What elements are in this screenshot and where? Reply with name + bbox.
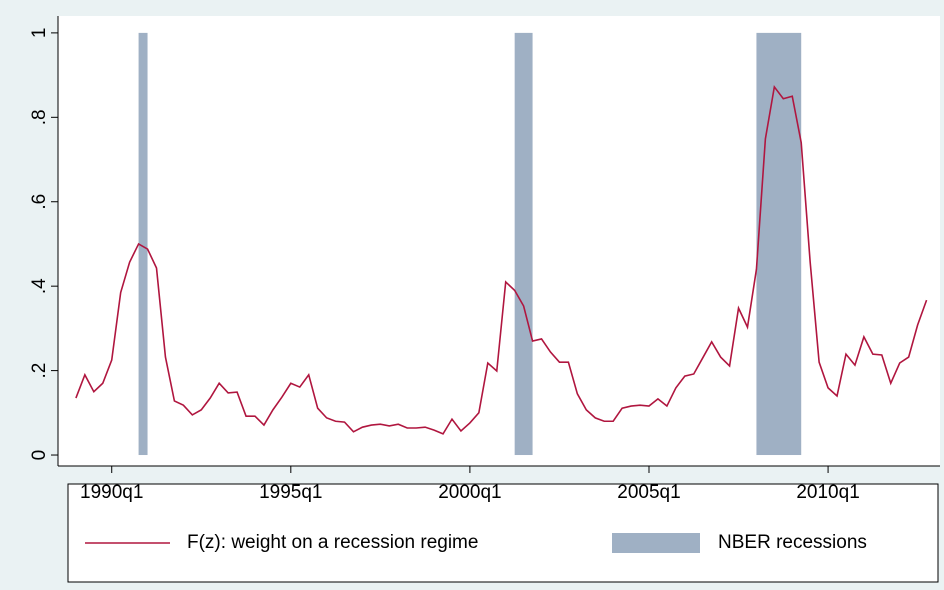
y-tick-label: 1 — [29, 28, 50, 39]
x-tick-label: 1990q1 — [80, 482, 143, 503]
y-tick-label: .4 — [29, 278, 50, 294]
y-tick-label: .2 — [29, 363, 50, 379]
recession-band — [138, 32, 148, 456]
x-tick-label: 2005q1 — [617, 482, 680, 503]
x-tick-label: 1995q1 — [259, 482, 322, 503]
x-tick-label: 2010q1 — [796, 482, 859, 503]
legend-swatch — [612, 533, 700, 553]
data-line — [75, 84, 928, 435]
y-tick-label: .6 — [29, 194, 50, 210]
legend — [67, 483, 939, 583]
y-tick-label: 0 — [29, 450, 50, 461]
legend-label: NBER recessions — [718, 532, 867, 553]
plot-area — [58, 16, 940, 466]
recession-band — [756, 32, 802, 456]
recession-band — [514, 32, 533, 456]
x-tick-label: 2000q1 — [438, 482, 501, 503]
legend-label: F(z): weight on a recession regime — [187, 532, 478, 553]
y-tick-label: .8 — [29, 109, 50, 125]
